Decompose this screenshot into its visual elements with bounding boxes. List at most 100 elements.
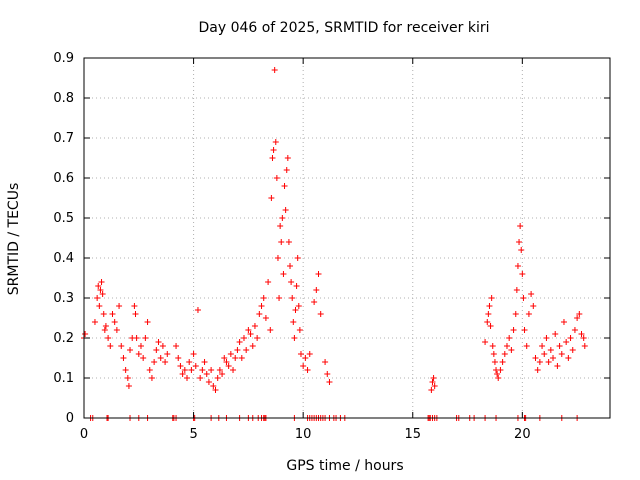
data-point [227, 351, 234, 357]
data-point [550, 355, 557, 361]
data-point [532, 355, 539, 361]
x-tick-label: 20 [514, 427, 531, 442]
data-point [99, 291, 106, 297]
data-point [249, 343, 256, 349]
chart-title: Day 046 of 2025, SRMTID for receiver kir… [198, 20, 489, 36]
data-point [563, 339, 570, 345]
data-point [157, 355, 164, 361]
data-point [105, 335, 112, 341]
data-point [489, 343, 496, 349]
data-point [194, 307, 201, 313]
y-tick-label: 0.9 [53, 51, 74, 66]
data-point [184, 375, 191, 381]
data-point [111, 319, 118, 325]
data-point [260, 295, 267, 301]
data-point [240, 335, 247, 341]
data-point [262, 315, 269, 321]
data-point [282, 207, 289, 213]
x-tick-label: 15 [404, 427, 421, 442]
data-point [181, 367, 188, 373]
data-point [484, 319, 491, 325]
data-point [280, 271, 287, 277]
data-point [208, 367, 215, 373]
data-point [547, 347, 554, 353]
data-point [247, 331, 254, 337]
y-tick-label: 0.2 [53, 331, 74, 346]
data-point [243, 347, 250, 353]
data-point [122, 367, 129, 373]
data-point [497, 367, 504, 373]
y-tick-label: 0.6 [53, 171, 74, 186]
data-point [127, 347, 134, 353]
x-tick-label: 5 [189, 427, 197, 442]
data-point [495, 375, 502, 381]
data-point [430, 375, 437, 381]
data-point [270, 147, 277, 153]
data-point [513, 287, 520, 293]
y-axis-label: SRMTID / TECUs [6, 183, 22, 296]
data-point [494, 371, 501, 377]
data-point [569, 347, 576, 353]
data-point [536, 359, 543, 365]
data-point [514, 263, 521, 269]
data-point [91, 319, 98, 325]
data-point [523, 343, 530, 349]
data-point [516, 239, 523, 245]
data-point [269, 155, 276, 161]
data-point [485, 311, 492, 317]
data-point [520, 295, 527, 301]
data-point [491, 359, 498, 365]
data-point [571, 327, 578, 333]
data-point [256, 311, 263, 317]
x-tick-label: 0 [80, 427, 88, 442]
data-point [288, 279, 295, 285]
data-point [297, 351, 304, 357]
data-point [311, 299, 318, 305]
data-point [144, 319, 151, 325]
data-point [95, 283, 102, 289]
data-point [499, 359, 506, 365]
data-point [148, 375, 155, 381]
data-point [216, 367, 223, 373]
data-point [487, 323, 494, 329]
data-point [132, 311, 139, 317]
data-point [100, 311, 107, 317]
data-point [135, 351, 142, 357]
data-point [482, 339, 489, 345]
data-point [219, 371, 226, 377]
data-point [519, 271, 526, 277]
data-point [205, 379, 212, 385]
data-point [107, 343, 114, 349]
data-point [296, 327, 303, 333]
data-point [486, 303, 493, 309]
data-point [188, 367, 195, 373]
data-point [236, 339, 243, 345]
data-point [230, 367, 237, 373]
data-point [97, 287, 104, 293]
data-point [581, 343, 588, 349]
data-point [197, 375, 204, 381]
data-point [116, 303, 123, 309]
data-point [304, 367, 311, 373]
x-axis-label: GPS time / hours [286, 458, 403, 474]
data-point [238, 355, 245, 361]
data-point [326, 379, 333, 385]
data-point [294, 255, 301, 261]
data-point [267, 327, 274, 333]
data-point [567, 335, 574, 341]
data-point [232, 355, 239, 361]
data-point [192, 363, 199, 369]
data-point [324, 371, 331, 377]
data-point [137, 343, 144, 349]
data-point [306, 351, 313, 357]
data-point [541, 351, 548, 357]
data-point [539, 343, 546, 349]
data-point [175, 355, 182, 361]
data-point [565, 355, 572, 361]
data-point [578, 331, 585, 337]
data-point [96, 303, 103, 309]
axis-ticks: 0 0.1 0.2 0.3 0.4 0.5 0.6 0.7 0.8 0.9 0 5 10 15 20 [53, 51, 610, 442]
data-point [534, 367, 541, 373]
data-point [140, 355, 147, 361]
